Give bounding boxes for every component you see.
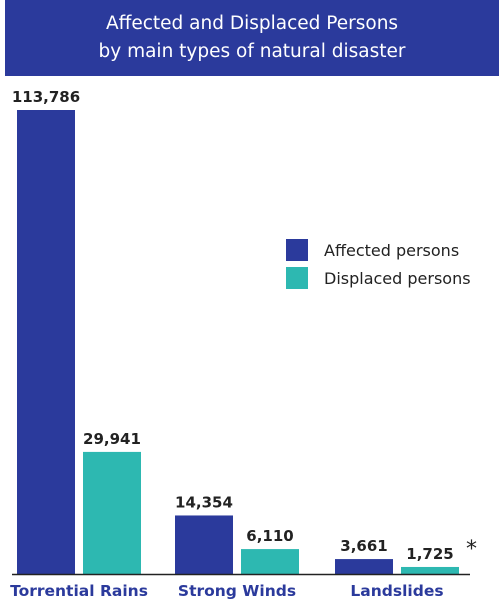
legend: Affected persons Displaced persons	[286, 238, 471, 294]
bar-affected-0	[17, 110, 75, 574]
data-label-displaced-2: 1,725	[406, 545, 453, 563]
legend-label-affected: Affected persons	[324, 240, 460, 260]
data-label-affected-1: 14,354	[175, 493, 233, 511]
title-line-2: by main types of natural disaster	[98, 41, 406, 62]
bar-displaced-2	[401, 566, 459, 574]
legend-item-affected: Affected persons	[286, 238, 471, 262]
footnote-marker: *	[466, 537, 477, 562]
chart-title: Affected and Displaced Persons by main t…	[5, 0, 499, 76]
title-line-1: Affected and Displaced Persons	[105, 13, 399, 34]
bar-affected-1	[175, 515, 233, 574]
data-label-displaced-0: 29,941	[83, 430, 141, 448]
category-label-1: Strong Winds	[178, 582, 296, 600]
data-label-affected-0: 113,786	[12, 88, 80, 106]
category-label-0: Torrential Rains	[10, 582, 148, 600]
bar-displaced-1	[241, 549, 299, 574]
legend-swatch-affected	[286, 239, 308, 261]
bar-affected-2	[335, 559, 393, 574]
legend-swatch-displaced	[286, 267, 308, 289]
category-label-2: Landslides	[350, 582, 443, 600]
data-label-affected-2: 3,661	[340, 537, 387, 555]
data-label-displaced-1: 6,110	[246, 527, 293, 545]
bar-displaced-0	[83, 451, 141, 574]
legend-label-displaced: Displaced persons	[324, 268, 471, 288]
legend-item-displaced: Displaced persons	[286, 266, 471, 290]
